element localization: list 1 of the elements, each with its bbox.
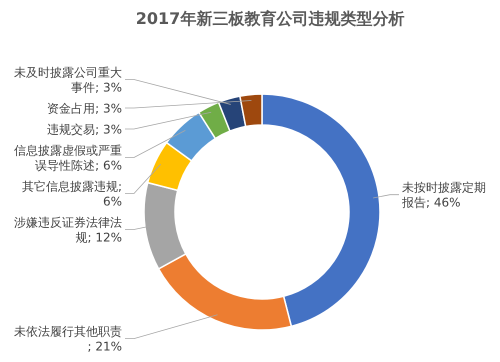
chart-title: 2017年新三板教育公司违规类型分析 [136, 9, 404, 28]
